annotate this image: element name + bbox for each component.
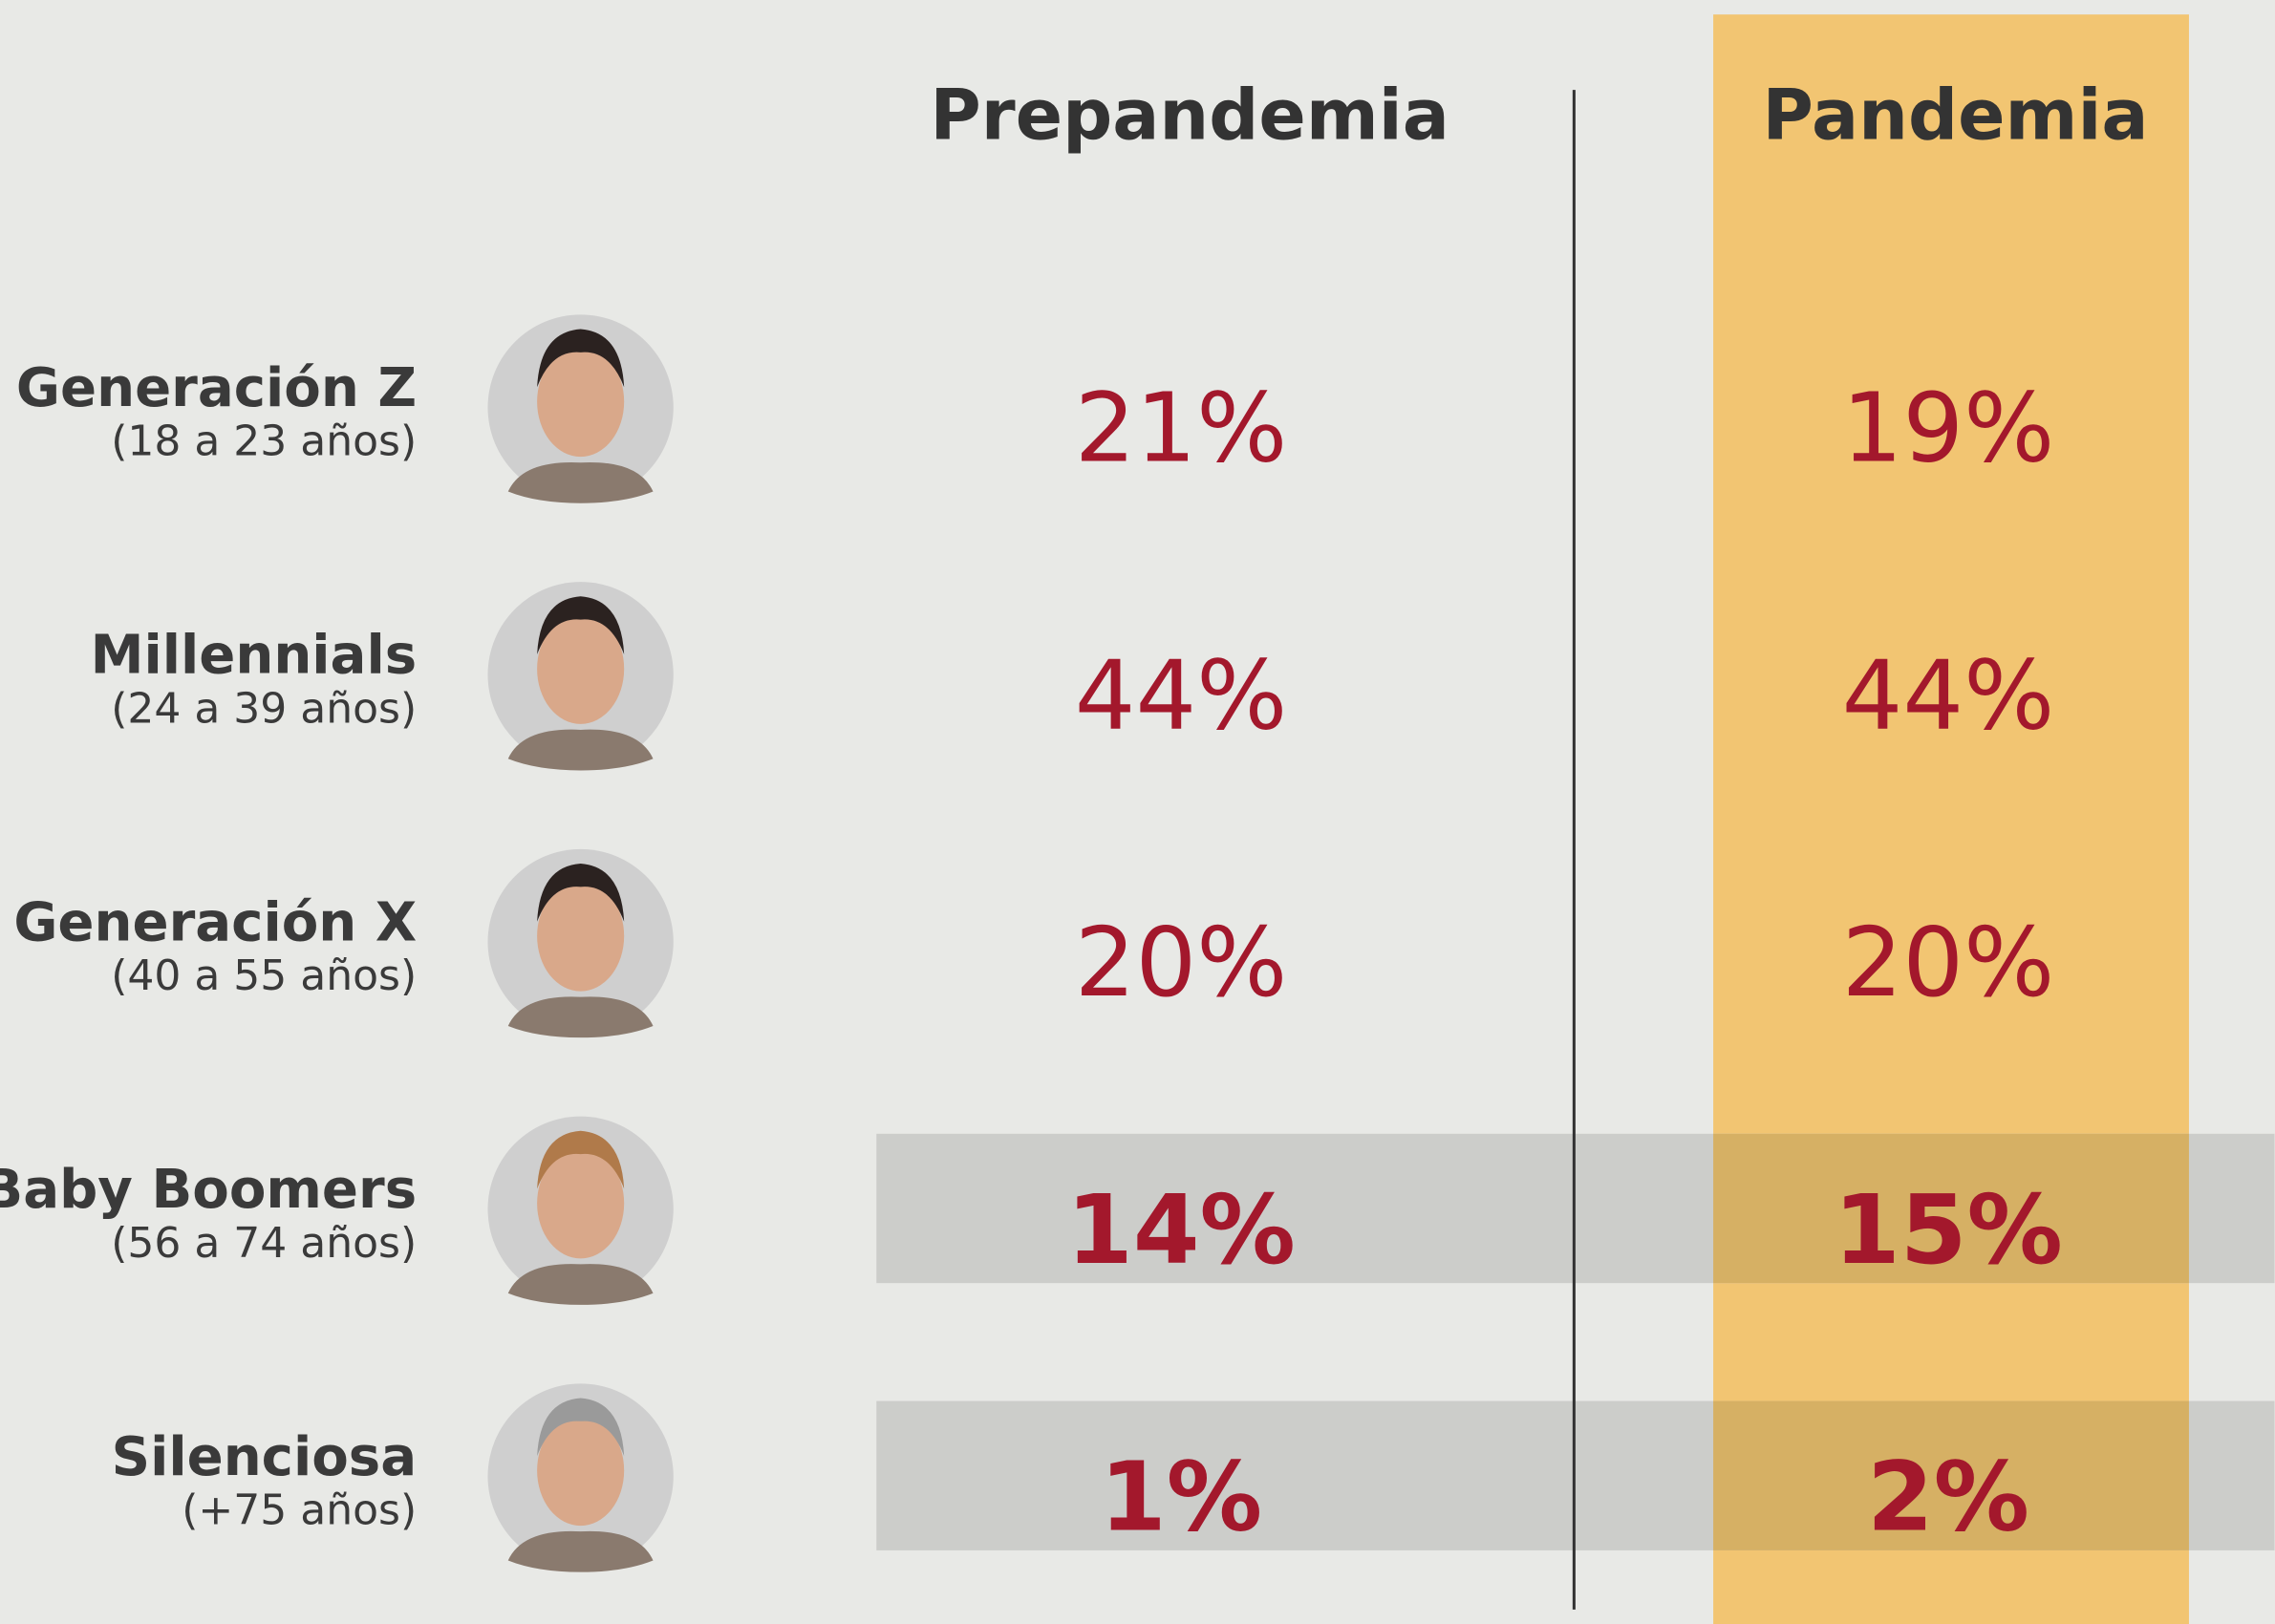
generation-name: Silenciosa <box>112 1426 417 1488</box>
column-header: Pandemia <box>1763 75 2149 157</box>
percentage: 19% <box>1842 373 2055 484</box>
generation-name: Generación Z <box>16 357 417 419</box>
percentage: 21% <box>1075 373 1288 484</box>
avatar-face <box>537 346 625 458</box>
avatar-hair <box>537 596 625 655</box>
percentage: 1% <box>1100 1442 1262 1553</box>
percentage: 15% <box>1834 1174 2063 1286</box>
percentage: 20% <box>1842 907 2055 1018</box>
avatar-face <box>537 1147 625 1259</box>
column-header: Prepandemia <box>930 75 1449 157</box>
avatar <box>487 314 674 503</box>
avatar-shoulders <box>507 461 654 503</box>
avatar <box>487 1383 674 1572</box>
avatar <box>487 848 674 1038</box>
percentage: 2% <box>1867 1442 2029 1553</box>
generation-age: (56 a 74 años) <box>111 1219 417 1268</box>
pandemia-column <box>1713 14 2189 1624</box>
avatar <box>487 1116 674 1305</box>
avatar-hair <box>537 1398 625 1457</box>
avatar-hair <box>537 1130 625 1189</box>
avatar-hair <box>537 864 625 922</box>
avatar-hair <box>537 329 625 388</box>
percentage: 20% <box>1075 907 1288 1018</box>
avatar-shoulders <box>507 1530 654 1572</box>
avatar-face <box>537 1415 625 1527</box>
generation-name: Baby Boomers <box>0 1159 417 1221</box>
percentage: 14% <box>1066 1174 1296 1286</box>
avatar <box>487 582 674 771</box>
highlight-band-pandemia <box>1713 1133 2189 1284</box>
generation-age: (+75 años) <box>182 1486 417 1535</box>
avatar-shoulders <box>507 729 654 771</box>
avatar-shoulders <box>507 996 654 1038</box>
avatar-shoulders <box>507 1264 654 1305</box>
avatar-face <box>537 613 625 724</box>
generation-age: (24 a 39 años) <box>111 684 417 733</box>
percentage: 44% <box>1842 639 2055 751</box>
avatar-face <box>537 881 625 992</box>
percentage: 44% <box>1075 639 1288 751</box>
generation-age: (40 a 55 años) <box>111 951 417 1000</box>
generation-name: Millennials <box>91 625 417 687</box>
generation-age: (18 a 23 años) <box>111 417 417 466</box>
generation-name: Generación X <box>13 891 417 953</box>
highlight-band-pandemia <box>1713 1400 2189 1550</box>
